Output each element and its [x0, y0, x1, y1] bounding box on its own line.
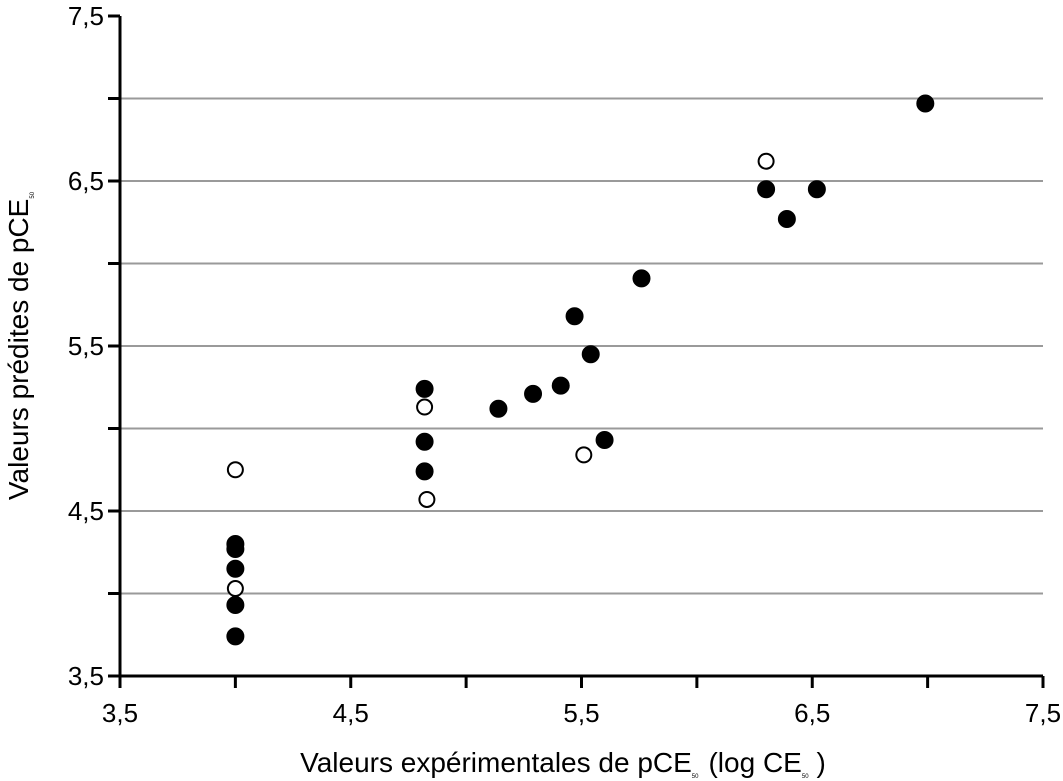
x-tick-label: 7,5 — [1025, 698, 1061, 728]
x-axis-title: Valeurs expérimentales de pCE50 (log CE50… — [300, 747, 826, 780]
filled-data-point — [489, 399, 508, 418]
filled-data-point — [632, 269, 651, 288]
y-tick-label: 6,5 — [68, 166, 104, 196]
open-data-point — [757, 152, 775, 170]
y-tick-label: 4,5 — [68, 496, 104, 526]
x-tick-label: 5,5 — [563, 698, 599, 728]
filled-data-point — [226, 559, 245, 578]
open-data-point — [226, 461, 244, 479]
x-tick-label: 6,5 — [794, 698, 830, 728]
filled-data-point — [524, 384, 543, 403]
gridlines — [120, 97, 1043, 595]
filled-data-point — [916, 94, 935, 113]
filled-data-point — [757, 180, 776, 199]
y-tick-label: 7,5 — [68, 1, 104, 31]
filled-data-point — [551, 376, 570, 395]
filled-data-point — [595, 431, 614, 450]
y-tick-label: 5,5 — [68, 331, 104, 361]
filled-data-point — [807, 180, 826, 199]
open-data-point — [416, 398, 434, 416]
filled-data-point — [565, 307, 584, 326]
open-data-point — [226, 580, 244, 598]
x-tick-label: 4,5 — [333, 698, 369, 728]
filled-data-point — [226, 596, 245, 615]
filled-data-point — [415, 379, 434, 398]
y-axis-title: Valeurs prédites de pCE50 — [3, 191, 36, 500]
data-points — [226, 94, 935, 646]
ticks: 3,5 4,5 5,5 6,5 7,5 3,5 4,5 5,5 6,5 7,5 — [68, 1, 1061, 728]
open-data-point — [418, 490, 436, 508]
filled-data-point — [226, 535, 245, 553]
filled-data-point — [581, 345, 600, 364]
filled-data-point — [226, 627, 245, 646]
x-tick-label: 3,5 — [102, 698, 138, 728]
y-tick-label: 3,5 — [68, 661, 104, 691]
filled-data-point — [415, 462, 434, 481]
open-data-point — [575, 446, 593, 464]
filled-data-point — [415, 432, 434, 451]
filled-data-point — [777, 209, 796, 228]
